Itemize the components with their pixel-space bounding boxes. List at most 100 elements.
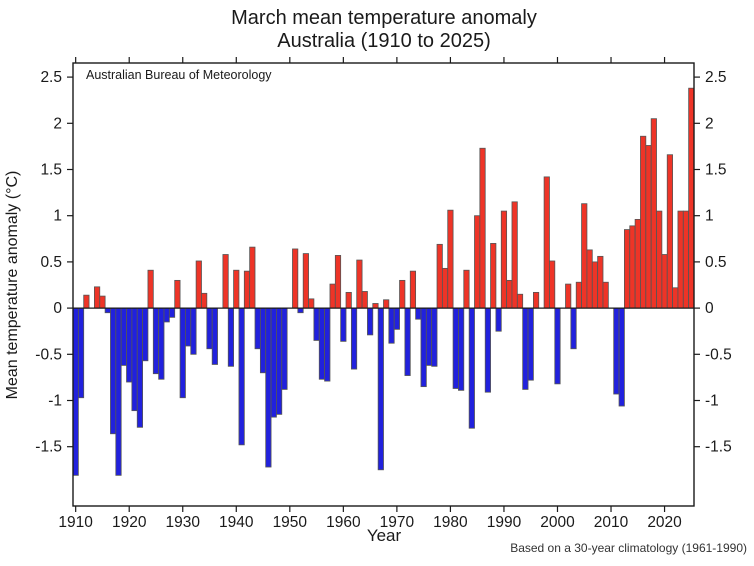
bar-1972 bbox=[404, 307, 411, 376]
bar-2024 bbox=[682, 210, 690, 309]
bar-2015 bbox=[634, 218, 641, 309]
bar-2022 bbox=[672, 287, 679, 309]
bar-1992 bbox=[511, 201, 518, 309]
bar-1979 bbox=[441, 267, 449, 309]
bar-1986 bbox=[479, 147, 486, 309]
y-tick-label-left-1.5: 1.5 bbox=[40, 162, 62, 179]
y-tick-label-left-2: 2 bbox=[53, 115, 62, 132]
chart-title-line-2: Australia (1910 to 2025) bbox=[277, 30, 490, 52]
bar-2014 bbox=[629, 225, 636, 309]
bar-1962 bbox=[350, 307, 358, 370]
x-tick-label-1920: 1920 bbox=[112, 514, 147, 531]
y-tick-label-left-1: 1 bbox=[53, 208, 62, 225]
y-tick-label-right--1.5: -1.5 bbox=[705, 439, 732, 456]
y-tick-label-right-0.5: 0.5 bbox=[705, 254, 727, 271]
x-tick-label-1940: 1940 bbox=[219, 514, 254, 531]
bar-1961 bbox=[345, 291, 352, 309]
bar-1951 bbox=[292, 248, 299, 309]
bar-1984 bbox=[468, 307, 475, 429]
bar-1926 bbox=[158, 307, 165, 380]
bar-1940 bbox=[233, 269, 240, 309]
bar-1967 bbox=[377, 307, 384, 471]
bar-1941 bbox=[238, 307, 245, 446]
axes-group: -1.5 -1.5 -1 -1 -0.5 -0.5 0 0 0.5 0.5 1 1 1.5 1.5 2 2 2.… bbox=[35, 57, 732, 531]
bar-1959 bbox=[334, 255, 342, 309]
bar-1929 bbox=[174, 279, 181, 309]
x-tick-label-1990: 1990 bbox=[487, 514, 522, 531]
bar-1945 bbox=[259, 307, 267, 374]
bar-1958 bbox=[329, 283, 336, 309]
plot-area-border bbox=[72, 62, 695, 507]
bar-1946 bbox=[265, 307, 272, 468]
bar-2023 bbox=[677, 210, 684, 309]
bar-1965 bbox=[367, 307, 374, 336]
bar-1910 bbox=[72, 307, 79, 476]
bar-2019 bbox=[656, 210, 663, 309]
y-tick-label-right-1.5: 1.5 bbox=[705, 162, 727, 179]
bar-2011 bbox=[613, 307, 620, 395]
x-tick-label-1930: 1930 bbox=[166, 514, 201, 531]
bar-1982 bbox=[458, 307, 465, 391]
bar-1975 bbox=[420, 307, 427, 388]
bar-1976 bbox=[425, 307, 433, 366]
bar-1949 bbox=[281, 307, 288, 390]
bar-1918 bbox=[115, 307, 122, 476]
bar-1978 bbox=[436, 243, 443, 309]
y-tick-label-right-2.5: 2.5 bbox=[705, 69, 727, 86]
bar-1988 bbox=[490, 243, 497, 309]
bar-1995 bbox=[527, 307, 534, 381]
chart-title-line-1: March mean temperature anomaly bbox=[231, 7, 537, 29]
bar-1981 bbox=[452, 307, 459, 389]
y-tick-label-left-0.5: 0.5 bbox=[40, 254, 62, 271]
x-tick-label-2000: 2000 bbox=[540, 514, 575, 531]
bar-2012 bbox=[618, 307, 625, 407]
bar-1994 bbox=[522, 307, 529, 390]
bar-1996 bbox=[533, 291, 540, 309]
bar-2020 bbox=[661, 254, 668, 309]
bar-1973 bbox=[409, 270, 417, 309]
x-tick-label-2010: 2010 bbox=[594, 514, 629, 531]
bar-1989 bbox=[495, 307, 502, 332]
y-tick-label-left-2.5: 2.5 bbox=[40, 69, 62, 86]
bar-2013 bbox=[624, 229, 631, 309]
bar-1936 bbox=[211, 307, 218, 365]
bar-1928 bbox=[168, 307, 176, 318]
x-tick-label-1910: 1910 bbox=[58, 514, 93, 531]
bar-1948 bbox=[276, 307, 283, 415]
bar-2016 bbox=[640, 135, 647, 309]
bar-1915 bbox=[99, 295, 106, 309]
bar-1952 bbox=[297, 307, 304, 314]
bar-1944 bbox=[254, 307, 261, 350]
bar-1953 bbox=[302, 253, 309, 309]
bar-1999 bbox=[549, 260, 556, 309]
bar-1920 bbox=[126, 307, 133, 383]
x-tick-label-1970: 1970 bbox=[380, 514, 415, 531]
bars-group bbox=[72, 87, 695, 476]
bar-1954 bbox=[308, 298, 315, 309]
bar-1921 bbox=[131, 307, 138, 412]
y-tick-label-right-2: 2 bbox=[705, 115, 714, 132]
bar-1919 bbox=[120, 307, 127, 366]
bar-2009 bbox=[602, 281, 609, 309]
x-tick-label-1980: 1980 bbox=[433, 514, 468, 531]
bar-1963 bbox=[356, 259, 363, 309]
bar-1987 bbox=[484, 307, 491, 393]
bar-1968 bbox=[383, 299, 390, 309]
bar-1947 bbox=[270, 307, 277, 418]
bar-1974 bbox=[415, 307, 422, 320]
bar-2017 bbox=[645, 145, 652, 309]
y-tick-label-right--0.5: -0.5 bbox=[705, 346, 732, 363]
bar-1943 bbox=[249, 246, 256, 309]
bar-1938 bbox=[222, 254, 229, 309]
y-tick-label-left--1: -1 bbox=[48, 393, 62, 410]
bar-1985 bbox=[474, 215, 481, 309]
bar-1916 bbox=[104, 307, 111, 314]
bar-2004 bbox=[575, 281, 582, 309]
bar-1955 bbox=[313, 307, 320, 341]
bom-annotation: Australian Bureau of Meteorology bbox=[86, 68, 272, 82]
bar-1914 bbox=[94, 286, 101, 309]
bar-1980 bbox=[447, 209, 454, 309]
bar-1931 bbox=[185, 307, 192, 347]
bar-1956 bbox=[318, 307, 326, 380]
